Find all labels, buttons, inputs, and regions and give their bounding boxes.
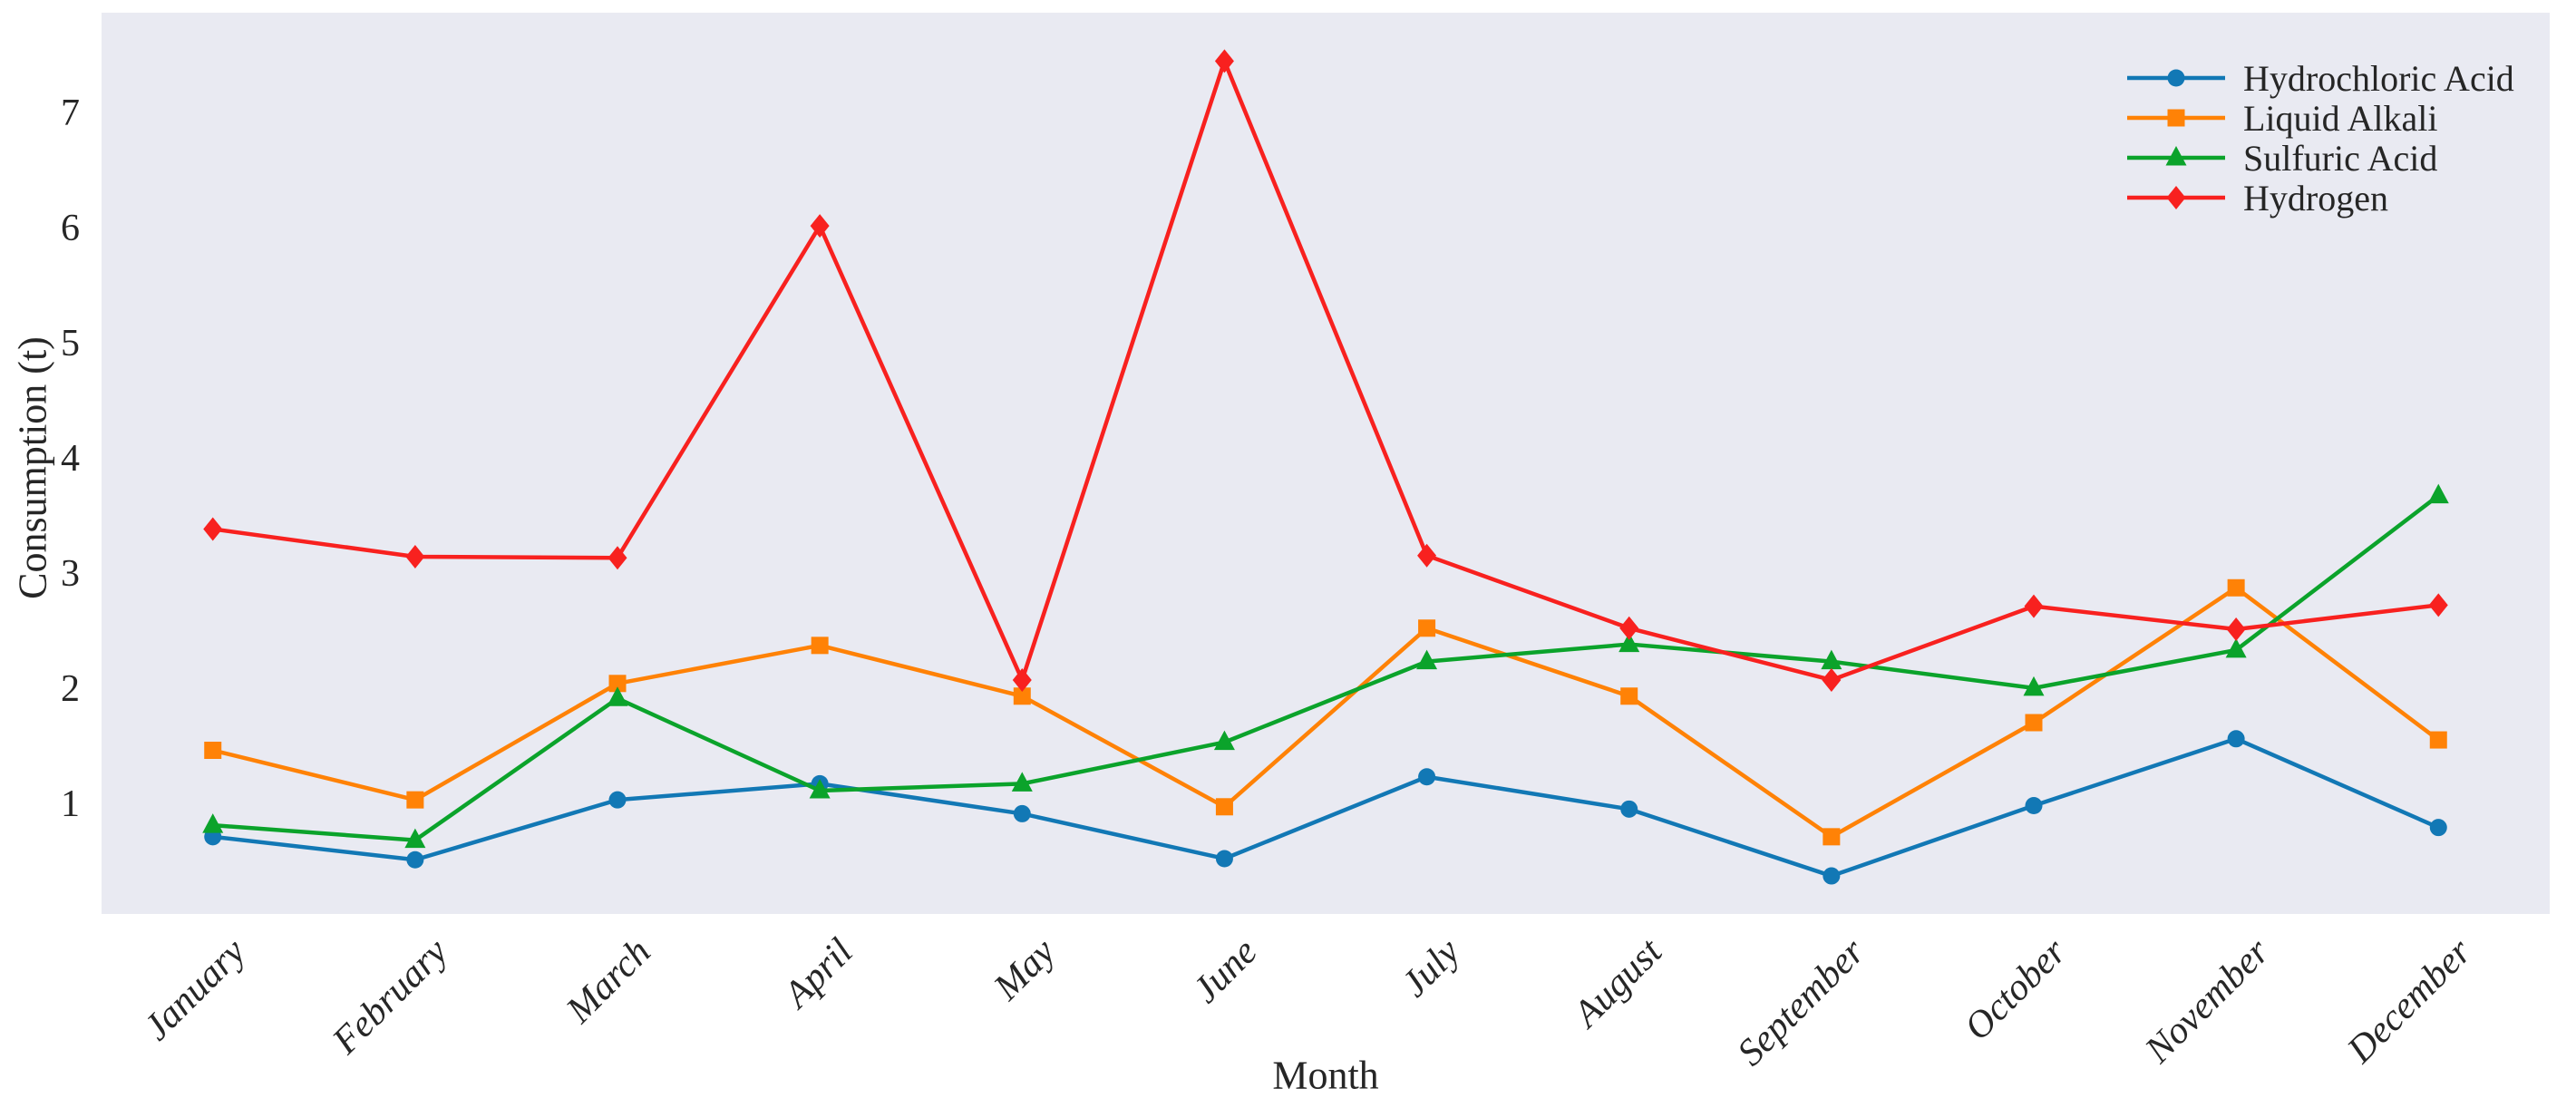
triangle-legend-sample-icon: [2127, 146, 2225, 166]
legend-marker: [2165, 146, 2187, 166]
y-tick-label-5: 5: [61, 322, 80, 364]
data-point-diamond-december: [2428, 593, 2448, 617]
y-tick-label-1: 1: [61, 783, 80, 826]
series-line-square: [212, 586, 2440, 840]
legend: Hydrochloric Acid Liquid Alkali Sulfuric A…: [2124, 57, 2514, 219]
data-point-circle-november: [2227, 730, 2245, 748]
data-point-square-september: [1823, 828, 1841, 846]
y-tick-label-2: 2: [61, 668, 80, 711]
data-point-triangle-october: [2023, 675, 2045, 696]
y-tick-label-7: 7: [61, 92, 80, 134]
data-point-triangle-february: [404, 828, 426, 849]
data-point-triangle-august: [1619, 632, 1640, 653]
data-point-triangle-april: [809, 778, 831, 799]
data-point-square-march: [608, 675, 627, 693]
legend-marker: [2166, 186, 2186, 209]
data-point-square-may: [1013, 687, 1031, 705]
data-point-square-december: [2429, 731, 2447, 749]
legend-label: Sulfuric Acid: [2243, 137, 2438, 179]
data-point-square-february: [406, 791, 424, 809]
series-line-circle: [212, 736, 2440, 879]
data-point-diamond-march: [608, 546, 627, 570]
data-point-triangle-july: [1416, 649, 1438, 670]
y-tick-label-6: 6: [61, 207, 80, 249]
legend-item: Sulfuric Acid: [2124, 137, 2514, 179]
legend-item: Hydrochloric Acid: [2124, 57, 2514, 99]
data-point-square-august: [1620, 687, 1638, 705]
data-point-diamond-april: [810, 214, 830, 238]
diamond-legend-sample-icon: [2127, 186, 2225, 209]
data-point-triangle-january: [202, 813, 224, 833]
y-tick-label-3: 3: [61, 553, 80, 596]
data-point-circle-february: [406, 850, 424, 869]
data-point-diamond-september: [1822, 667, 1842, 692]
y-tick-label-4: 4: [61, 437, 80, 480]
series-line-triangle: [212, 493, 2440, 842]
data-point-diamond-november: [2226, 617, 2246, 642]
y-axis-title: Consumption (t): [10, 336, 55, 599]
data-point-circle-december: [2429, 819, 2447, 837]
data-point-circle-july: [1418, 768, 1436, 786]
legend-label: Liquid Alkali: [2243, 97, 2438, 139]
data-point-square-october: [2025, 714, 2043, 732]
data-point-diamond-june: [1214, 49, 1234, 73]
data-point-triangle-may: [1011, 772, 1033, 792]
data-point-circle-march: [608, 791, 627, 809]
data-point-diamond-may: [1012, 667, 1032, 692]
legend-item: Hydrogen: [2124, 177, 2514, 219]
data-point-circle-june: [1215, 850, 1233, 868]
x-axis-title: Month: [1272, 1053, 1379, 1098]
plot-area: [102, 13, 2550, 914]
series-line-diamond: [212, 59, 2439, 683]
data-point-square-july: [1418, 619, 1436, 637]
legend-item: Liquid Alkali: [2124, 97, 2514, 139]
data-point-square-june: [1215, 798, 1233, 816]
data-point-diamond-july: [1417, 543, 1437, 568]
legend-marker: [2167, 69, 2185, 87]
legend-label: Hydrogen: [2243, 177, 2388, 219]
square-legend-sample-icon: [2127, 109, 2225, 127]
data-point-square-november: [2227, 578, 2245, 597]
data-point-square-april: [811, 637, 829, 655]
data-point-triangle-december: [2427, 483, 2449, 504]
data-point-diamond-february: [405, 544, 425, 569]
data-point-triangle-march: [607, 686, 628, 706]
circle-legend-sample-icon: [2127, 69, 2225, 87]
data-point-square-january: [204, 742, 222, 760]
data-point-circle-may: [1013, 804, 1031, 822]
data-point-triangle-september: [1821, 649, 1842, 670]
data-point-circle-august: [1620, 800, 1638, 818]
data-point-diamond-january: [203, 517, 223, 541]
legend-marker: [2167, 109, 2185, 127]
data-point-triangle-november: [2225, 637, 2247, 658]
data-point-triangle-june: [1213, 730, 1235, 751]
data-point-diamond-august: [1619, 616, 1639, 640]
data-point-circle-september: [1823, 867, 1841, 885]
data-point-diamond-october: [2024, 594, 2044, 618]
data-point-circle-october: [2025, 797, 2043, 815]
legend-label: Hydrochloric Acid: [2243, 57, 2514, 99]
